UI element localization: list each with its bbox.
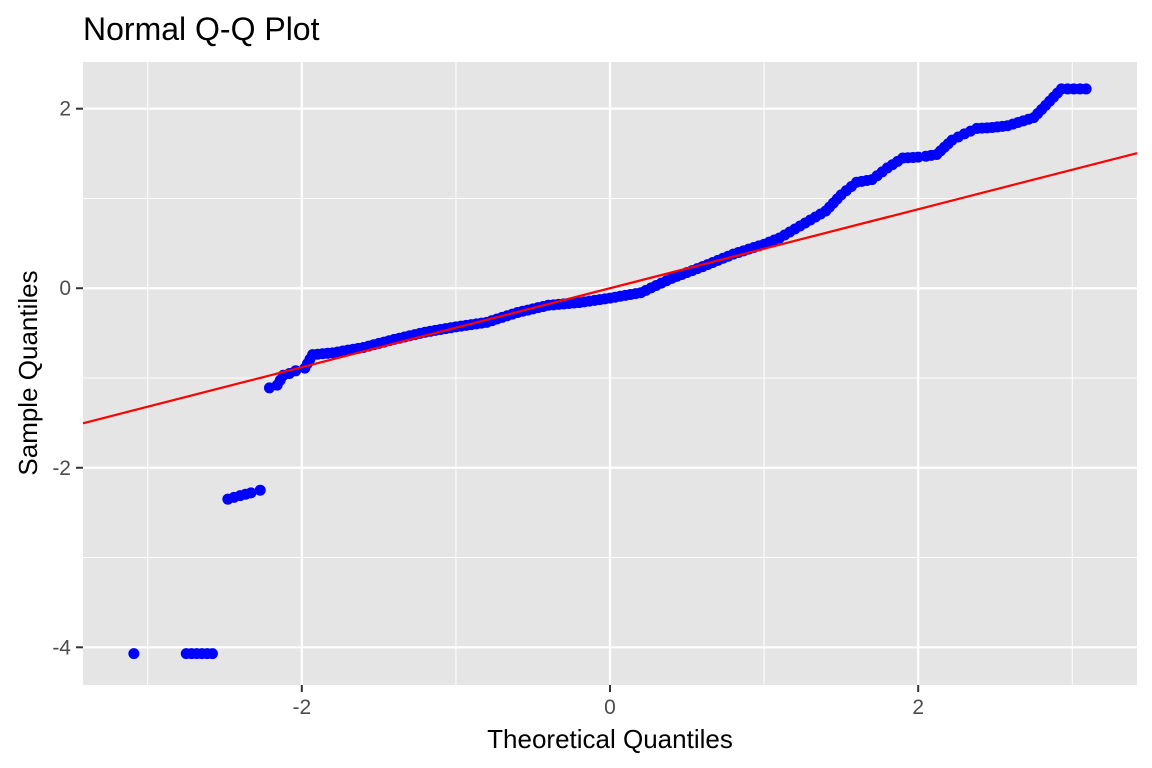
x-tick-label: 2: [912, 696, 924, 719]
x-axis: -2 0 2: [292, 685, 924, 719]
data-point: [245, 487, 257, 499]
grid-major: [83, 62, 1137, 685]
data-points: [128, 83, 1092, 660]
data-point: [206, 648, 218, 660]
data-point: [128, 648, 140, 660]
reference-line: [82, 152, 1138, 425]
chart-title: Normal Q-Q Plot: [83, 11, 320, 47]
y-tick-label: 0: [59, 277, 71, 300]
y-axis: -4 -2 0 2: [52, 98, 83, 659]
x-tick-label: 0: [604, 696, 616, 719]
data-point: [1080, 83, 1092, 95]
y-tick-label: 2: [59, 98, 71, 121]
y-tick-label: -2: [52, 457, 71, 480]
x-tick-label: -2: [292, 696, 311, 719]
y-axis-title: Sample Quantiles: [13, 270, 43, 475]
x-axis-title: Theoretical Quantiles: [487, 724, 733, 754]
data-point: [254, 484, 266, 496]
y-tick-label: -4: [52, 636, 71, 659]
